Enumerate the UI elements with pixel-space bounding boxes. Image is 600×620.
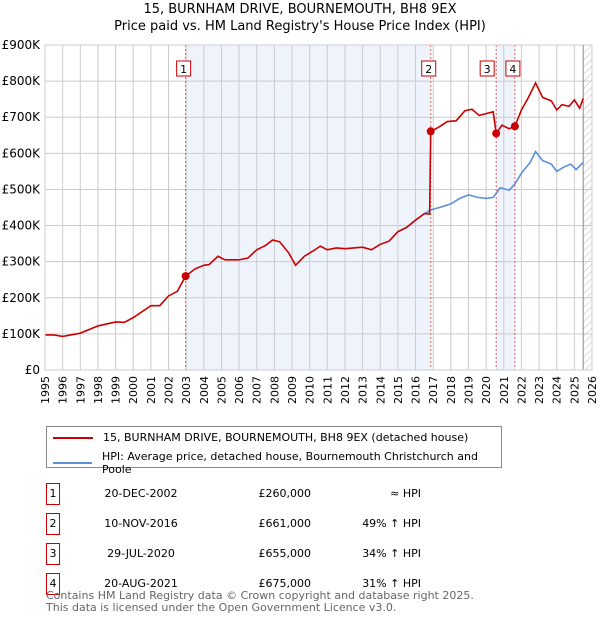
y-tick-label: £800K xyxy=(2,74,42,88)
x-tick-label: 2004 xyxy=(198,376,211,404)
sale-date: 20-DEC-2002 xyxy=(104,487,178,500)
sale-date: 10-NOV-2016 xyxy=(104,517,178,530)
x-tick-label: 2013 xyxy=(357,376,370,404)
sale-price: £675,000 xyxy=(258,577,312,590)
sale-number-label: 2 xyxy=(425,63,432,76)
x-tick-label: 1996 xyxy=(57,376,70,404)
y-tick-label: £400K xyxy=(2,219,42,233)
sale-number-label: 4 xyxy=(509,63,516,76)
sale-number-badge: 2 xyxy=(46,513,60,535)
sale-number-label: 1 xyxy=(180,63,187,76)
x-tick-label: 1998 xyxy=(92,376,105,404)
y-tick-label: £100K xyxy=(2,327,42,341)
x-tick-label: 1999 xyxy=(110,376,123,404)
x-tick-label: 2011 xyxy=(321,376,334,404)
x-tick-label: 2018 xyxy=(445,376,458,404)
x-tick-label: 2022 xyxy=(515,376,528,404)
x-tick-label: 1997 xyxy=(74,376,87,404)
sale-number-badge: 1 xyxy=(46,483,60,505)
sale-number-badge: 3 xyxy=(46,543,60,565)
x-tick-label: 2019 xyxy=(462,376,475,404)
x-tick-label: 2017 xyxy=(427,376,440,404)
sale-number-box xyxy=(479,60,495,77)
sale-number-box xyxy=(176,60,192,77)
y-tick-label: £300K xyxy=(2,255,42,269)
x-tick-label: 2007 xyxy=(251,376,264,404)
sale-hpi-comparison: 34% ↑ HPI xyxy=(362,547,421,560)
legend-item-property: 15, BURNHAM DRIVE, BOURNEMOUTH, BH8 9EX … xyxy=(53,431,468,444)
legend-item-hpi: HPI: Average price, detached house, Bour… xyxy=(53,450,501,476)
shaded-range xyxy=(496,45,515,370)
sale-number-box xyxy=(505,60,521,77)
sale-hpi-comparison: ≈ HPI xyxy=(390,487,421,500)
y-tick-label: £200K xyxy=(2,291,42,305)
sale-point xyxy=(492,129,501,138)
x-tick-label: 2001 xyxy=(145,376,158,404)
sale-point xyxy=(181,272,190,281)
x-tick-label: 2003 xyxy=(180,376,193,404)
y-tick-label: £500K xyxy=(2,182,42,196)
x-tick-label: 2000 xyxy=(127,376,140,404)
shaded-range xyxy=(185,45,431,370)
legend-label-hpi: HPI: Average price, detached house, Bour… xyxy=(102,450,478,476)
sale-date: 29-JUL-2020 xyxy=(107,547,175,560)
sale-hpi-comparison: 31% ↑ HPI xyxy=(362,577,421,590)
x-tick-label: 1995 xyxy=(39,376,52,404)
x-tick-label: 2008 xyxy=(268,376,281,404)
legend: 15, BURNHAM DRIVE, BOURNEMOUTH, BH8 9EX … xyxy=(46,426,502,476)
y-tick-label: £600K xyxy=(2,146,42,160)
x-tick-label: 2012 xyxy=(339,376,352,404)
sale-point xyxy=(510,122,519,131)
x-tick-label: 2020 xyxy=(480,376,493,404)
price-chart: 1995 1996 1997 1998 1999 2000 2001 2002 2003 2004… xyxy=(2,38,599,404)
x-tick-label: 2005 xyxy=(215,376,228,404)
x-tick-label: 2026 xyxy=(586,376,599,404)
sale-point xyxy=(426,127,435,136)
x-tick-label: 2010 xyxy=(304,376,317,404)
footer-licence: This data is licensed under the Open Gov… xyxy=(46,601,397,614)
x-tick-label: 2024 xyxy=(551,376,564,404)
chart-subtitle: Price paid vs. HM Land Registry's House … xyxy=(114,19,486,34)
x-tick-label: 2002 xyxy=(163,376,176,404)
sale-hpi-comparison: 49% ↑ HPI xyxy=(362,517,421,530)
sale-price: £661,000 xyxy=(258,517,312,530)
y-tick-label: £700K xyxy=(2,110,42,124)
legend-swatch-property xyxy=(53,436,93,439)
chart-title: 15, BURNHAM DRIVE, BOURNEMOUTH, BH8 9EX xyxy=(143,2,457,17)
series-line-hpi xyxy=(397,150,584,233)
sale-price: £260,000 xyxy=(258,487,312,500)
x-tick-label: 2015 xyxy=(392,376,405,404)
y-tick-label: £0 xyxy=(25,363,40,377)
x-tick-label: 2014 xyxy=(374,376,387,404)
x-tick-label: 2009 xyxy=(286,376,299,404)
legend-label-property: 15, BURNHAM DRIVE, BOURNEMOUTH, BH8 9EX … xyxy=(103,431,469,444)
sale-number-box xyxy=(421,60,437,77)
plot-border xyxy=(44,44,593,371)
x-tick-label: 2016 xyxy=(410,376,423,404)
sale-number-badge: 4 xyxy=(46,573,60,595)
sale-date: 20-AUG-2021 xyxy=(104,577,178,590)
x-tick-label: 2006 xyxy=(233,376,246,404)
sale-number-label: 3 xyxy=(484,63,491,76)
footer-copyright: Contains HM Land Registry data © Crown c… xyxy=(46,589,474,602)
sale-price: £655,000 xyxy=(258,547,312,560)
forecast-hatch xyxy=(583,45,592,370)
y-tick-label: £900K xyxy=(2,38,42,52)
x-tick-label: 2025 xyxy=(568,376,581,404)
x-tick-label: 2021 xyxy=(498,376,511,404)
legend-swatch-hpi xyxy=(53,462,93,464)
x-tick-label: 2023 xyxy=(533,376,546,404)
